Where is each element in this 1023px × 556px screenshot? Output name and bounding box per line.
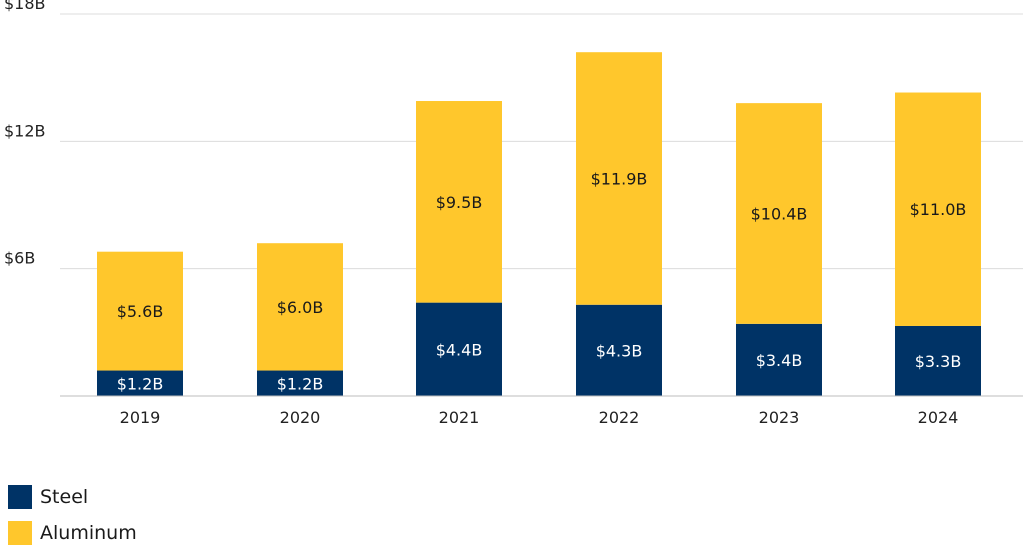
- bar-segment-aluminum: [257, 243, 343, 371]
- legend-item-steel: Steel: [8, 484, 137, 510]
- x-tick-label: 2023: [759, 408, 800, 427]
- legend: Steel Aluminum: [8, 484, 137, 556]
- legend-label-aluminum: Aluminum: [40, 522, 137, 544]
- bar-segment-steel: [576, 304, 662, 396]
- y-tick-label: $6B: [4, 249, 35, 268]
- data-label: $6.0B: [277, 298, 324, 317]
- data-label: $4.4B: [436, 340, 483, 359]
- y-tick-label: $12B: [4, 121, 46, 140]
- legend-label-steel: Steel: [40, 486, 89, 508]
- legend-swatch-aluminum: [8, 521, 32, 545]
- legend-item-aluminum: Aluminum: [8, 520, 137, 546]
- x-tick-label: 2019: [120, 408, 161, 427]
- stacked-bar-chart: $6B $12B $18B $1.2B $5.6B $1.2B $6.0B $4.4B $9.5…: [4, 0, 1023, 427]
- legend-swatch-steel: [8, 485, 32, 509]
- bar-segment-aluminum: [97, 251, 183, 371]
- data-label: $4.3B: [596, 341, 643, 360]
- data-label: $9.5B: [436, 193, 483, 212]
- data-label: $3.3B: [915, 352, 962, 371]
- data-label: $1.2B: [277, 374, 324, 393]
- x-tick-label: 2024: [918, 408, 959, 427]
- data-label: $11.0B: [910, 200, 967, 219]
- bar-segment-steel: [97, 370, 183, 396]
- x-tick-label: 2020: [280, 408, 321, 427]
- bar-segment-aluminum: [736, 103, 822, 324]
- bar-segment-steel: [895, 325, 981, 396]
- bar-segment-steel: [416, 302, 502, 396]
- data-label: $3.4B: [756, 351, 803, 370]
- data-label: $10.4B: [751, 204, 808, 223]
- bar-segment-steel: [257, 370, 343, 396]
- bar-segment-steel: [736, 323, 822, 396]
- data-label: $11.9B: [591, 169, 648, 188]
- bar-segment-aluminum: [576, 52, 662, 305]
- data-label: $1.2B: [117, 374, 164, 393]
- x-tick-label: 2022: [599, 408, 640, 427]
- y-tick-label: $18B: [4, 0, 46, 13]
- data-label: $5.6B: [117, 302, 164, 321]
- x-tick-label: 2021: [439, 408, 480, 427]
- bar-segment-aluminum: [416, 101, 502, 303]
- bar-segment-aluminum: [895, 92, 981, 326]
